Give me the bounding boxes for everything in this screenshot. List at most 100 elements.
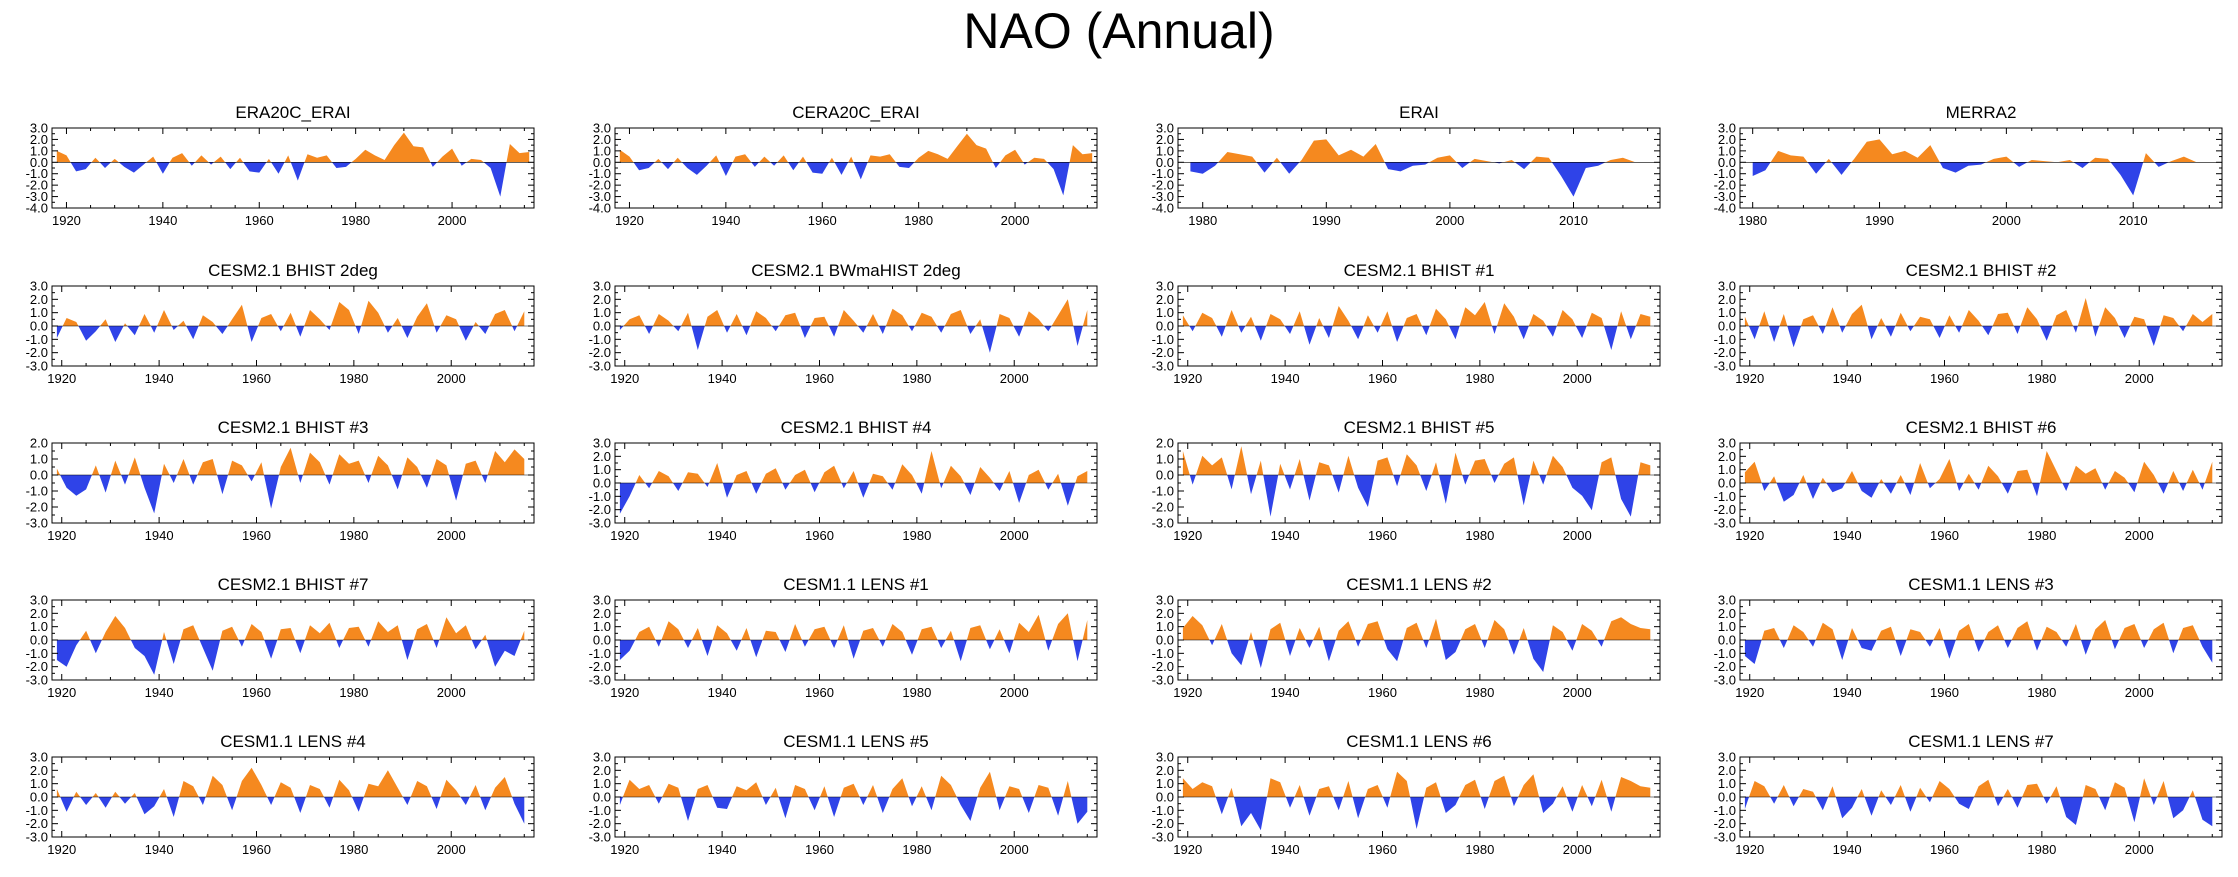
y-tick-label: -3.0 [26, 189, 48, 204]
panel-title: CESM1.1 LENS #4 [220, 732, 366, 751]
x-tick-label: 1990 [1312, 213, 1341, 228]
x-tick-label: 2000 [2125, 528, 2154, 543]
y-tick-label: 2.0 [30, 606, 48, 621]
y-tick-label: 3.0 [593, 593, 611, 608]
negative-area [56, 475, 525, 514]
x-tick-label: 2000 [1563, 371, 1592, 386]
panel-title: CESM2.1 BHIST #4 [781, 418, 932, 437]
y-tick-label: -1.0 [26, 484, 48, 499]
x-tick-label: 1960 [1368, 685, 1397, 700]
plot-area [56, 767, 525, 824]
y-tick-label: 2.0 [1156, 763, 1174, 778]
x-tick-label: 1920 [1173, 842, 1202, 857]
y-tick-label: -3.0 [26, 359, 48, 374]
y-tick-label: -1.0 [1714, 646, 1736, 661]
x-tick-label: 1980 [339, 371, 368, 386]
x-tick-label: 1920 [1173, 371, 1202, 386]
x-tick-label: 1960 [1368, 842, 1397, 857]
y-tick-label: -1.0 [1152, 484, 1174, 499]
positive-area [619, 451, 1088, 483]
plot-area [56, 132, 530, 197]
plot-area [56, 447, 525, 514]
x-tick-label: 1940 [708, 528, 737, 543]
x-tick-label: 1960 [242, 685, 271, 700]
x-tick-label: 2000 [1001, 213, 1030, 228]
plot-area [1190, 139, 1636, 197]
x-tick-label: 1980 [2027, 685, 2056, 700]
y-tick-label: 1.0 [593, 305, 611, 320]
nao-panel: CESM2.1 BHIST #1 3.02.01.00.0-1.0-2.0-3.0… [1152, 261, 1661, 386]
x-tick-label: 1940 [1833, 842, 1862, 857]
positive-area [56, 300, 525, 326]
y-tick-label: 2.0 [30, 436, 48, 451]
panel-title: CESM2.1 BHIST #5 [1344, 418, 1495, 437]
y-tick-label: -3.0 [589, 359, 611, 374]
y-tick-label: 0.0 [1718, 319, 1736, 334]
negative-area [1744, 640, 2213, 664]
panel-title: CESM2.1 BHIST 2deg [208, 261, 378, 280]
x-tick-label: 1980 [1465, 528, 1494, 543]
panel-title: CESM2.1 BHIST #2 [1906, 261, 2057, 280]
y-tick-label: 2.0 [30, 763, 48, 778]
x-tick-label: 1960 [805, 842, 834, 857]
y-tick-label: -2.0 [1714, 345, 1736, 360]
x-tick-label: 1940 [1271, 528, 1300, 543]
panel-title: CESM1.1 LENS #1 [783, 575, 929, 594]
x-tick-label: 1940 [1833, 685, 1862, 700]
x-tick-label: 1980 [1738, 213, 1767, 228]
positive-area [1182, 616, 1651, 640]
negative-area [619, 326, 1088, 353]
x-tick-label: 2000 [1563, 685, 1592, 700]
positive-area [1752, 139, 2197, 163]
x-tick-label: 1920 [610, 528, 639, 543]
x-tick-label: 2000 [2125, 685, 2154, 700]
x-tick-label: 1940 [1271, 371, 1300, 386]
x-tick-label: 2000 [438, 213, 467, 228]
y-tick-label: -2.0 [1152, 500, 1174, 515]
panel-title: MERRA2 [1946, 103, 2017, 122]
x-tick-label: 1920 [610, 842, 639, 857]
x-tick-label: 2000 [1000, 842, 1029, 857]
x-tick-label: 1940 [145, 371, 174, 386]
x-tick-label: 2000 [437, 528, 466, 543]
y-tick-label: 2.0 [30, 132, 48, 147]
y-tick-label: 2.0 [1718, 606, 1736, 621]
x-tick-label: 2000 [2125, 371, 2154, 386]
x-tick-label: 2000 [1000, 528, 1029, 543]
y-tick-label: 1.0 [1156, 452, 1174, 467]
y-tick-label: 2.0 [1156, 132, 1174, 147]
plot-area [619, 299, 1088, 353]
y-tick-label: 3.0 [1156, 121, 1174, 136]
x-tick-label: 2000 [1435, 213, 1464, 228]
y-tick-label: -3.0 [1152, 830, 1174, 845]
nao-panel: CESM1.1 LENS #13.02.01.00.0-1.0-2.0-3.01… [589, 575, 1098, 700]
x-tick-label: 2000 [1000, 371, 1029, 386]
nao-panel: CESM2.1 BHIST 2deg 3.02.01.00.0-1.0-2.0-3… [26, 261, 535, 386]
y-tick-label: 0.0 [1718, 155, 1736, 170]
x-tick-label: 1980 [2027, 371, 2056, 386]
positive-area [619, 133, 1093, 163]
x-tick-label: 1980 [904, 213, 933, 228]
negative-area [1190, 162, 1636, 197]
panel-title: CESM2.1 BHIST #6 [1906, 418, 2057, 437]
negative-area [1744, 326, 2213, 348]
x-tick-label: 1960 [805, 685, 834, 700]
y-tick-label: -1.0 [26, 166, 48, 181]
x-tick-label: 1940 [708, 842, 737, 857]
y-tick-label: -3.0 [1152, 189, 1174, 204]
x-tick-label: 1940 [148, 213, 177, 228]
y-tick-label: -2.0 [26, 816, 48, 831]
nao-panel: CERA20C_ERAI 3.02.01.00.0-1.0-2.0-3.0-4.0… [589, 103, 1098, 228]
x-tick-label: 1960 [1930, 842, 1959, 857]
negative-area [619, 162, 1093, 196]
y-tick-label: 0.0 [1156, 633, 1174, 648]
y-tick-label: 0.0 [593, 476, 611, 491]
y-tick-label: 3.0 [593, 436, 611, 451]
positive-area [1744, 778, 2213, 797]
nao-panel: CESM2.1 BHIST #5 2.01.00.0-1.0-2.0-3.0192… [1152, 418, 1661, 543]
y-tick-label: -2.0 [1152, 178, 1174, 193]
y-tick-label: 1.0 [593, 619, 611, 634]
positive-area [619, 771, 1088, 797]
y-tick-label: -2.0 [26, 345, 48, 360]
positive-area [1744, 620, 2213, 640]
